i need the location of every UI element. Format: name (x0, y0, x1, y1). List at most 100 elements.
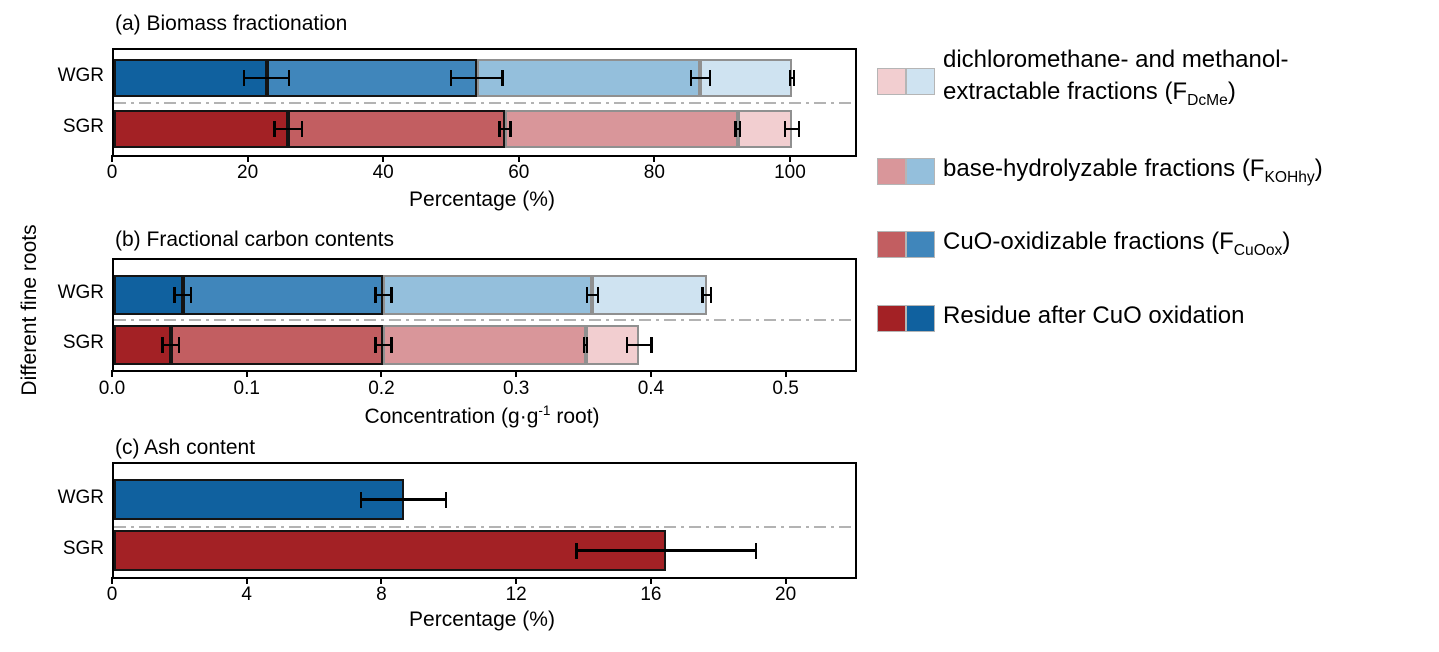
legend-label-residue: Residue after CuO oxidation (943, 300, 1245, 332)
error-bar-line (689, 76, 712, 80)
bar-segment-sgr-cuoox (288, 110, 506, 148)
bar-segment-wgr-cuoox (182, 275, 384, 315)
legend-swatch-red-half (877, 158, 906, 185)
bar-segment-wgr-cuoox (266, 59, 477, 97)
error-bar-line (242, 76, 291, 80)
error-bar-wgr-kohhy (689, 70, 712, 86)
row-separator (114, 102, 855, 104)
x-tick-label: 12 (505, 584, 527, 605)
x-tick (515, 577, 518, 584)
bar-segment-sgr-cuoox (170, 325, 384, 365)
error-bar-wgr-dcme (788, 70, 796, 86)
error-bar-line (498, 127, 512, 131)
error-bar-cap-left (788, 70, 792, 86)
legend-swatch-cuoox (877, 231, 935, 258)
error-bar-line (575, 549, 758, 552)
x-tick-label: 100 (774, 162, 806, 183)
error-bar-wgr-dcme (701, 287, 713, 303)
legend-label-kohhy: base-hydrolyzable fractions (FKOHhy) (943, 153, 1323, 194)
error-bar-cap-left (585, 287, 589, 303)
x-tick-label: 0.0 (98, 378, 126, 399)
error-bar-line (701, 293, 713, 297)
error-bar-sgr-kohhy (734, 121, 742, 137)
error-bar-line (783, 127, 801, 131)
error-bar-wgr-residue (242, 70, 291, 86)
error-bar-cap-left (374, 337, 377, 353)
error-bar-sgr-cuoox (498, 121, 512, 137)
error-bar-sgr-dcme (783, 121, 801, 137)
x-tick (111, 370, 113, 377)
error-bar-line (173, 293, 193, 297)
bar-segment-wgr-dcme (700, 59, 792, 97)
legend-swatch-red-half (877, 68, 906, 95)
error-bar-sgr-kohhy (582, 337, 589, 353)
error-bar-sgr-residue (161, 337, 180, 353)
error-bar-wgr-cuoox (449, 70, 504, 86)
error-bar-line (273, 127, 304, 131)
error-bar-cap-left (783, 121, 787, 137)
category-label-sgr: SGR (62, 116, 104, 137)
error-bar-line (734, 127, 742, 131)
error-bar-cap-left (449, 70, 453, 86)
error-bar-line (788, 76, 796, 80)
x-tick (111, 155, 113, 162)
panel-a-title: (a) Biomass fractionation (115, 12, 348, 35)
bar-segment-sgr-residue (114, 110, 289, 148)
x-axis-label-a: Percentage (%) (409, 188, 555, 211)
category-label-sgr: SGR (62, 332, 104, 353)
x-tick-label: 0.5 (772, 378, 799, 399)
legend-label-dcme: dichloromethane- and methanol-extractabl… (943, 44, 1289, 117)
legend-swatch-red-half (877, 305, 906, 332)
error-bar-cap-right (797, 121, 801, 137)
x-tick (517, 155, 520, 162)
x-tick-label: 0.3 (502, 378, 530, 399)
row-separator (114, 526, 855, 528)
bar-segment-wgr-residue (114, 479, 404, 520)
x-tick-label: 80 (643, 162, 665, 183)
error-bar-sgr-residue (575, 542, 758, 559)
error-bar-cap-right (189, 287, 193, 303)
x-tick-label: 20 (775, 584, 797, 605)
plot-box-c (112, 462, 857, 579)
error-bar-cap-right (509, 121, 512, 137)
error-bar-sgr-residue (273, 121, 304, 137)
error-bar-cap-left (575, 542, 578, 559)
error-bar-cap-left (582, 337, 586, 353)
legend-label-line: CuO-oxidizable fractions (FCuOox) (943, 228, 1291, 259)
x-tick (380, 577, 383, 584)
error-bar-wgr-residue (173, 287, 193, 303)
x-tick-label: 4 (241, 584, 252, 605)
x-tick-label: 20 (237, 162, 259, 183)
legend-label-line: Residue after CuO oxidation (943, 302, 1245, 329)
category-label-sgr: SGR (62, 537, 104, 559)
error-bar-cap-right (708, 70, 712, 86)
x-tick-label: 40 (372, 162, 394, 183)
legend-label-cuoox: CuO-oxidizable fractions (FCuOox) (943, 226, 1290, 267)
legend-label-line: dichloromethane- and methanol- (943, 46, 1289, 73)
bar-segment-sgr-kohhy (383, 325, 586, 365)
error-bar-cap-right (596, 287, 599, 303)
x-tick (245, 370, 248, 377)
x-tick (784, 577, 787, 584)
legend-label-line: extractable fractions (FDcMe) (943, 78, 1236, 109)
x-axis-label-c: Percentage (%) (409, 608, 555, 631)
x-axis-label-b: Concentration (g·g-1 root) (364, 403, 600, 428)
error-bar-line (449, 76, 504, 80)
bar-segment-sgr-residue (114, 530, 667, 571)
x-tick (784, 370, 787, 377)
x-tick (649, 577, 652, 584)
error-bar-cap-right (287, 70, 291, 86)
error-bar-cap-right (754, 542, 758, 559)
bar-segment-wgr-kohhy (383, 275, 593, 315)
error-bar-line (374, 343, 393, 347)
error-bar-cap-right (738, 121, 742, 137)
error-bar-line (625, 343, 653, 347)
error-bar-line (582, 343, 589, 347)
x-tick-label: 0.1 (233, 378, 260, 399)
error-bar-line (374, 293, 393, 297)
x-tick (380, 370, 383, 377)
error-bar-cap-left (625, 337, 629, 353)
row-separator (114, 319, 855, 321)
error-bar-cap-left (242, 70, 246, 86)
error-bar-sgr-dcme (625, 337, 653, 353)
